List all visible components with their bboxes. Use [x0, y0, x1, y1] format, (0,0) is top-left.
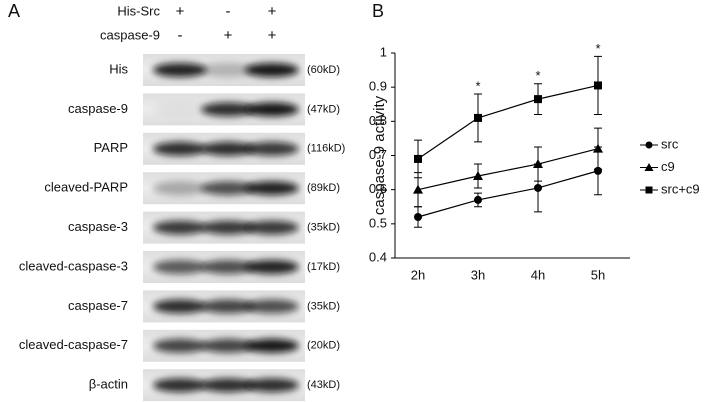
legend-label: src+c9	[661, 181, 700, 196]
series-line	[417, 148, 599, 191]
data-point	[533, 159, 543, 169]
row-label: His	[109, 61, 128, 76]
data-point	[593, 143, 603, 153]
y-axis-label: caspase-9 activity	[371, 95, 388, 215]
blot-band	[201, 181, 255, 196]
row-label: cleaved-caspase-3	[19, 258, 128, 273]
blot-band	[245, 141, 299, 156]
blot-band	[153, 102, 207, 117]
blot-band	[245, 299, 299, 314]
data-point	[413, 184, 423, 194]
panel-label: A	[8, 1, 20, 21]
blot-band	[153, 260, 207, 274]
blot-band	[201, 102, 255, 117]
series-line	[417, 170, 599, 218]
blot-band	[201, 63, 255, 77]
panel-label: B	[372, 1, 384, 21]
legend-label: c9	[661, 159, 675, 174]
blot-band	[153, 63, 207, 77]
row-label: caspase-7	[68, 298, 128, 313]
treatment-label: caspase-9	[100, 27, 160, 42]
row-size: (35kD)	[307, 300, 340, 312]
blot-band	[201, 220, 255, 235]
blot-band	[153, 181, 207, 196]
row-label: caspase-3	[68, 219, 128, 234]
treatment-sign: +	[268, 3, 277, 20]
blot-band	[153, 220, 207, 235]
row-size: (116kD)	[307, 143, 345, 155]
blot-band	[201, 378, 255, 393]
x-tick-label: 3h	[471, 267, 485, 282]
blot-band	[153, 378, 207, 393]
blot-band	[153, 338, 207, 353]
row-label: PARP	[94, 140, 128, 155]
blot-band	[245, 102, 299, 117]
treatment-sign: +	[176, 3, 185, 20]
blot-band	[245, 63, 299, 77]
y-tick-label: 0.4	[369, 249, 387, 264]
row-size: (89kD)	[307, 182, 340, 194]
annotation: *	[475, 78, 480, 93]
data-point	[474, 195, 482, 204]
data-point	[594, 81, 602, 90]
blot-band	[153, 141, 207, 156]
row-size: (20kD)	[307, 340, 340, 352]
blot-band	[201, 338, 255, 353]
treatment-label: His-Src	[117, 3, 160, 18]
x-tick-label: 2h	[411, 267, 425, 282]
treatment-sign: +	[268, 27, 277, 44]
blot-band	[245, 260, 299, 274]
blot-band	[245, 181, 299, 196]
row-label: β-actin	[89, 377, 128, 392]
y-tick-label: 0.6	[369, 181, 387, 196]
y-tick-label: 1	[380, 44, 387, 59]
blot-band	[245, 338, 299, 353]
legend-marker	[645, 141, 653, 149]
series-line	[417, 84, 599, 160]
treatment-sign: -	[178, 27, 183, 44]
annotation: *	[535, 68, 540, 83]
row-label: caspase-9	[68, 101, 128, 116]
blot-band	[245, 378, 299, 393]
blot-band	[245, 220, 299, 235]
row-size: (47kD)	[307, 103, 340, 115]
data-point	[414, 213, 422, 221]
data-point	[534, 95, 542, 104]
treatment-sign: +	[224, 27, 233, 44]
row-size: (43kD)	[307, 379, 340, 391]
legend-label: src	[661, 136, 679, 151]
row-size: (17kD)	[307, 261, 340, 273]
legend-marker	[645, 186, 653, 194]
y-tick-label: 0.5	[369, 215, 387, 230]
blot-band	[153, 299, 207, 314]
blot-band	[201, 260, 255, 274]
row-size: (35kD)	[307, 222, 340, 234]
treatment-sign: -	[226, 3, 231, 20]
x-tick-label: 4h	[531, 267, 545, 282]
data-point	[414, 154, 422, 163]
annotation: *	[595, 41, 600, 56]
y-tick-label: 0.7	[369, 147, 387, 162]
row-label: cleaved-PARP	[44, 180, 128, 195]
x-tick-label: 5h	[591, 267, 605, 282]
data-point	[534, 183, 542, 192]
row-size: (60kD)	[307, 64, 340, 76]
data-point	[473, 171, 483, 180]
blot-band	[201, 141, 255, 156]
row-label: cleaved-caspase-7	[19, 337, 128, 352]
y-tick-label: 0.9	[369, 79, 387, 94]
data-point	[474, 113, 482, 122]
blot-band	[201, 299, 255, 314]
legend-marker	[644, 163, 654, 171]
y-tick-label: 0.8	[369, 113, 387, 128]
